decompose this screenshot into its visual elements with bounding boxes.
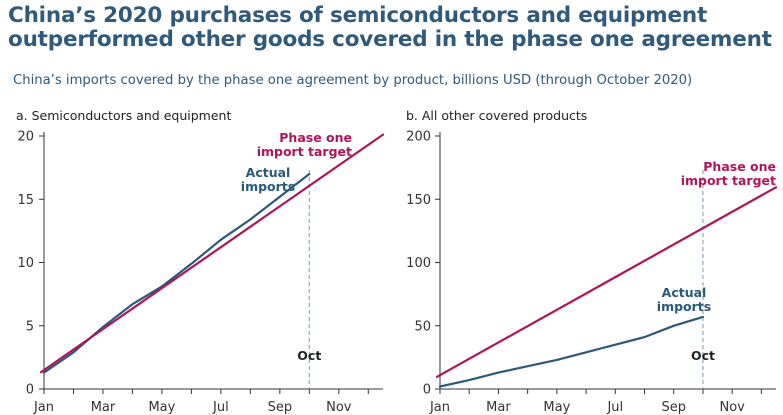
panel-a-target-label: import target bbox=[257, 144, 352, 159]
panel-a-target-line bbox=[39, 133, 385, 374]
panel-a-target-label: Phase one bbox=[279, 130, 352, 145]
panel-b-actual-label: imports bbox=[657, 299, 711, 314]
panel-b-title: b. All other covered products bbox=[406, 108, 587, 123]
panel-b-y-tick-label: 0 bbox=[423, 383, 431, 398]
panel-a-oct-label: Oct bbox=[297, 348, 321, 363]
panel-b-y-tick-label: 150 bbox=[406, 193, 431, 208]
panel-b-target-line bbox=[435, 186, 778, 378]
panel-b-target-label: Phase one bbox=[703, 159, 776, 174]
panel-b-actual-line bbox=[438, 315, 705, 388]
panel-b-actual-label: Actual bbox=[662, 285, 707, 300]
panel-a-y-tick-label: 5 bbox=[26, 319, 34, 334]
title-line-1: China’s 2020 purchases of semiconductors… bbox=[8, 3, 708, 28]
panel-a-y-tick-label: 0 bbox=[26, 383, 34, 398]
panel-a-y-tick-label: 15 bbox=[17, 193, 34, 208]
panel-b-y-tick-label: 200 bbox=[406, 130, 431, 145]
panel-a-y-tick-label: 20 bbox=[17, 130, 34, 145]
panel-a-x-tick-label: Jan bbox=[33, 400, 54, 415]
panel-b-x-tick-label: Sep bbox=[661, 400, 686, 415]
panel-b-x-tick-label: Jul bbox=[606, 400, 623, 415]
chart-title: China’s 2020 purchases of semiconductors… bbox=[8, 4, 778, 52]
panel-a-actual-label: Actual bbox=[246, 165, 291, 180]
panel-a-x-tick-label: Nov bbox=[326, 400, 352, 415]
panel-a-x-tick-label: Sep bbox=[268, 400, 293, 415]
panel-a-x-tick-label: Jul bbox=[212, 400, 229, 415]
panel-b-y-tick-label: 100 bbox=[406, 256, 431, 271]
title-line-2: outperformed other goods covered in the … bbox=[8, 27, 772, 52]
panel-a-x-tick-label: May bbox=[148, 400, 175, 415]
panel-a-y-tick-label: 10 bbox=[17, 256, 34, 271]
panel-b-x-tick-label: Jan bbox=[429, 400, 450, 415]
panel-a-title: a. Semiconductors and equipment bbox=[16, 108, 231, 123]
panel-b-y-tick-label: 50 bbox=[414, 319, 431, 334]
panel-b-target-label: import target bbox=[681, 173, 776, 188]
panel-a-x-tick-label: Mar bbox=[91, 400, 116, 415]
panel-b-x-tick-label: Mar bbox=[486, 400, 511, 415]
chart-subtitle: China’s imports covered by the phase one… bbox=[13, 73, 693, 88]
panel-b-x-tick-label: Nov bbox=[719, 400, 745, 415]
panel-a-actual-label: imports bbox=[241, 179, 295, 194]
panel-b-oct-label: Oct bbox=[691, 348, 715, 363]
panel-b-x-tick-label: May bbox=[543, 400, 570, 415]
